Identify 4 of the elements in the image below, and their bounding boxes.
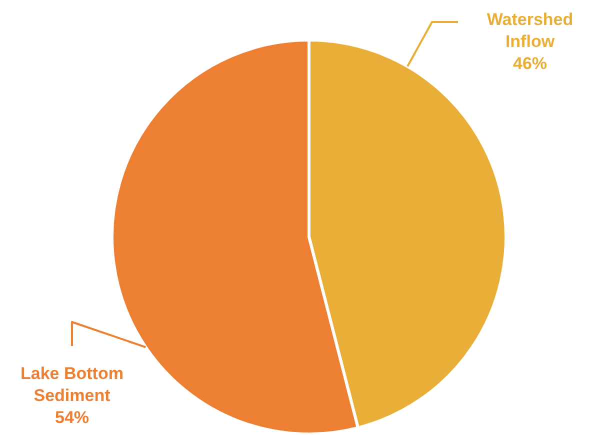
data-label: 46% (512, 54, 548, 73)
slice-label: Watershed Inflow (486, 10, 574, 51)
slice-label: Lake Bottom Sediment (20, 364, 124, 405)
data-label: 54% (54, 408, 90, 427)
